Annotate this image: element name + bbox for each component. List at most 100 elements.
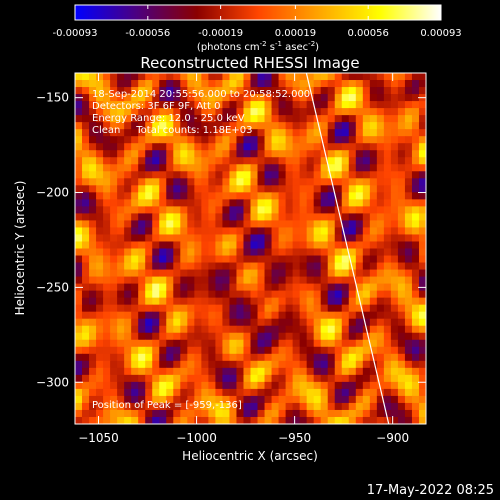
heatmap-pixel (355, 402, 364, 411)
heatmap-pixel (208, 80, 216, 88)
heatmap-pixel (299, 157, 308, 165)
heatmap-pixel (145, 409, 153, 418)
heatmap-pixel (173, 409, 181, 418)
heatmap-pixel (166, 115, 174, 123)
heatmap-pixel (89, 115, 97, 123)
heatmap-pixel (404, 171, 413, 179)
heatmap-pixel (306, 332, 315, 341)
heatmap-pixel (215, 122, 223, 130)
heatmap-pixel (166, 241, 174, 249)
heatmap-pixel (397, 269, 406, 277)
heatmap-pixel (103, 206, 111, 214)
heatmap-pixel (264, 304, 272, 313)
heatmap-pixel (285, 220, 294, 228)
heatmap-pixel (96, 297, 104, 306)
heatmap-pixel (75, 129, 83, 137)
heatmap-pixel (75, 367, 83, 376)
heatmap-pixel (173, 157, 181, 165)
heatmap-pixel (194, 101, 202, 109)
heatmap-pixel (264, 157, 272, 165)
heatmap-pixel (278, 171, 286, 179)
heatmap-pixel (117, 143, 125, 151)
heatmap-pixel (341, 101, 350, 109)
heatmap-pixel (103, 318, 111, 327)
heatmap-pixel (285, 325, 294, 334)
heatmap-pixel (208, 185, 216, 193)
heatmap-pixel (292, 73, 301, 81)
heatmap-pixel (243, 129, 251, 137)
heatmap-pixel (299, 276, 308, 284)
heatmap-pixel (390, 409, 399, 418)
heatmap-pixel (292, 143, 301, 151)
heatmap-pixel (138, 339, 146, 348)
heatmap-pixel (418, 73, 426, 81)
heatmap-pixel (166, 353, 174, 362)
heatmap-pixel (369, 87, 378, 95)
heatmap-pixel (201, 304, 209, 313)
heatmap-pixel (334, 122, 343, 130)
heatmap-pixel (201, 73, 209, 81)
heatmap-pixel (187, 206, 195, 214)
heatmap-pixel (110, 143, 118, 151)
heatmap-pixel (89, 367, 97, 376)
heatmap-pixel (145, 339, 153, 348)
heatmap-pixel (411, 157, 420, 165)
heatmap-pixel (236, 234, 244, 242)
heatmap-pixel (110, 241, 118, 249)
heatmap-pixel (250, 290, 258, 299)
heatmap-pixel (236, 227, 244, 235)
heatmap-pixel (397, 290, 406, 299)
heatmap-pixel (222, 129, 230, 137)
heatmap-pixel (229, 381, 237, 390)
heatmap-pixel (243, 374, 251, 383)
heatmap-pixel (271, 136, 279, 144)
heatmap-pixel (306, 185, 315, 193)
heatmap-pixel (215, 115, 223, 123)
heatmap-pixel (117, 262, 125, 270)
heatmap-pixel (292, 94, 301, 102)
heatmap-pixel (152, 290, 160, 299)
heatmap-pixel (138, 353, 146, 362)
heatmap-pixel (355, 395, 364, 404)
heatmap-pixel (383, 157, 392, 165)
heatmap-pixel (131, 136, 139, 144)
heatmap-pixel (285, 381, 294, 390)
heatmap-pixel (341, 367, 350, 376)
heatmap-pixel (411, 122, 420, 130)
heatmap-pixel (404, 283, 413, 292)
heatmap-pixel (166, 297, 174, 306)
heatmap-pixel (306, 297, 315, 306)
heatmap-pixel (201, 115, 209, 123)
heatmap-pixel (397, 192, 406, 200)
heatmap-pixel (397, 276, 406, 284)
heatmap-pixel (82, 269, 90, 277)
heatmap-pixel (124, 80, 132, 88)
heatmap-pixel (138, 192, 146, 200)
heatmap-pixel (334, 255, 343, 263)
heatmap-pixel (376, 108, 385, 116)
heatmap-pixel (334, 115, 343, 123)
heatmap-pixel (278, 318, 286, 327)
heatmap-pixel (271, 108, 279, 116)
heatmap-pixel (306, 115, 315, 123)
heatmap-pixel (299, 290, 308, 299)
heatmap-pixel (236, 255, 244, 263)
heatmap-pixel (89, 136, 97, 144)
heatmap-pixel (131, 234, 139, 242)
heatmap-pixel (236, 164, 244, 172)
heatmap-pixel (285, 241, 294, 249)
heatmap-pixel (306, 283, 315, 292)
solar-limb-line (305, 73, 390, 424)
heatmap-pixel (404, 381, 413, 390)
heatmap-pixel (236, 332, 244, 341)
heatmap-pixel (124, 311, 132, 320)
heatmap-pixel (173, 185, 181, 193)
heatmap-pixel (201, 318, 209, 327)
heatmap-pixel (299, 178, 308, 186)
heatmap-pixel (341, 164, 350, 172)
heatmap-pixel (208, 157, 216, 165)
heatmap-pixel (250, 283, 258, 292)
heatmap-pixel (250, 227, 258, 235)
heatmap-pixel (208, 255, 216, 263)
heatmap-pixel (187, 276, 195, 284)
